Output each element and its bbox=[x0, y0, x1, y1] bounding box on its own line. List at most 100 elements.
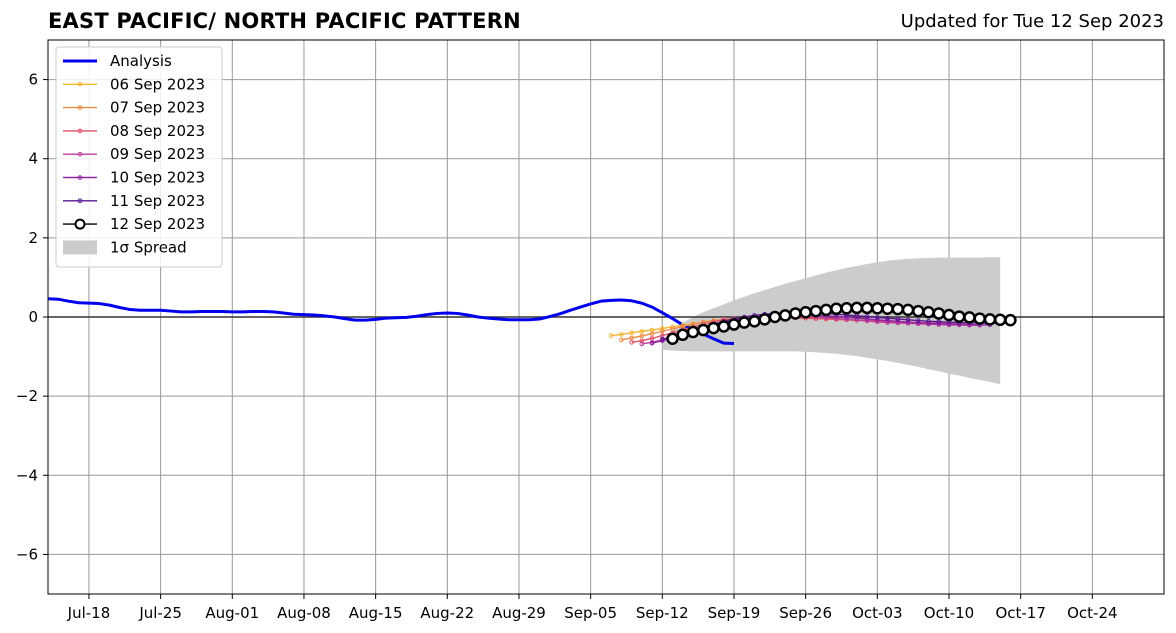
legend-handle-marker bbox=[77, 151, 83, 157]
forecast-point bbox=[932, 307, 946, 320]
y-tick-label: 6 bbox=[28, 71, 38, 89]
forecast-point bbox=[875, 315, 880, 320]
forecast-point bbox=[619, 332, 624, 337]
forecast-point bbox=[660, 326, 665, 331]
spread-area bbox=[662, 257, 1001, 385]
legend-handle-marker bbox=[77, 105, 83, 110]
x-tick-label: Oct-10 bbox=[924, 604, 974, 622]
forecast-line-6 bbox=[662, 311, 1001, 340]
forecast-point bbox=[922, 306, 935, 319]
legend-handle-marker bbox=[77, 198, 83, 204]
x-tick-label: Jul-25 bbox=[138, 604, 182, 622]
updated-label: Updated for Tue 12 Sep 2023 bbox=[900, 11, 1164, 32]
forecast-point bbox=[629, 340, 634, 345]
legend-box bbox=[55, 46, 223, 268]
forecast-point bbox=[983, 313, 997, 326]
legend-handle-marker bbox=[77, 82, 83, 87]
forecast-point bbox=[697, 323, 710, 337]
forecast-point bbox=[912, 304, 925, 318]
forecast-point bbox=[629, 330, 634, 336]
forecast-point bbox=[768, 310, 782, 324]
forecast-point bbox=[993, 313, 1007, 327]
x-tick-label: Aug-08 bbox=[277, 604, 331, 622]
forecast-point bbox=[952, 310, 966, 323]
forecast-point bbox=[799, 306, 812, 319]
forecast-point bbox=[758, 313, 771, 326]
forecast-point bbox=[864, 314, 870, 319]
forecast-point bbox=[686, 325, 700, 339]
legend-label: 1σ Spread bbox=[110, 238, 187, 256]
x-tick-label: Oct-24 bbox=[1067, 604, 1117, 622]
forecast-point bbox=[707, 321, 720, 335]
forecast-point bbox=[905, 317, 911, 323]
forecast-point bbox=[778, 309, 792, 322]
forecast-point bbox=[676, 328, 690, 342]
legend-label: Analysis bbox=[110, 52, 172, 70]
x-tick-label: Aug-29 bbox=[492, 604, 546, 622]
x-tick-label: Aug-15 bbox=[349, 604, 403, 622]
forecast-point bbox=[727, 318, 741, 331]
x-tick-label: Oct-17 bbox=[995, 604, 1045, 622]
y-tick-label: −4 bbox=[16, 466, 38, 484]
x-tick-label: Jul-18 bbox=[67, 604, 111, 622]
x-tick-label: Sep-12 bbox=[636, 604, 689, 622]
forecast-point bbox=[871, 302, 884, 315]
legend-label: 06 Sep 2023 bbox=[110, 75, 205, 93]
x-tick-label: Oct-03 bbox=[852, 604, 902, 622]
forecast-point bbox=[936, 319, 942, 325]
legend: Analysis 06 Sep 2023 07 Sep 2023 08 Sep 202… bbox=[55, 46, 223, 268]
forecast-point bbox=[819, 303, 833, 317]
x-tick-label: Sep-19 bbox=[708, 604, 761, 622]
forecast-point bbox=[717, 320, 730, 333]
x-tick-label: Aug-01 bbox=[205, 604, 259, 622]
x-tick-label: Sep-05 bbox=[564, 604, 617, 622]
forecast-point bbox=[608, 333, 614, 338]
forecast-point bbox=[639, 333, 645, 339]
legend-handle-marker bbox=[77, 175, 83, 180]
y-tick-label: 0 bbox=[28, 308, 38, 326]
x-tick-label: Aug-22 bbox=[420, 604, 474, 622]
legend-handle-marker bbox=[74, 218, 86, 230]
legend-handle-marker bbox=[77, 128, 83, 134]
legend-label: 10 Sep 2023 bbox=[110, 169, 205, 187]
forecast-point bbox=[737, 316, 751, 329]
forecast-point bbox=[748, 315, 761, 328]
forecast-point bbox=[649, 331, 655, 336]
y-tick-label: 4 bbox=[28, 150, 38, 168]
x-tick-label: Sep-26 bbox=[779, 604, 832, 622]
legend-label: 08 Sep 2023 bbox=[110, 122, 205, 140]
legend-label: 12 Sep 2023 bbox=[110, 215, 205, 233]
forecast-point bbox=[926, 319, 931, 324]
y-tick-label: 2 bbox=[28, 229, 38, 247]
forecast-point bbox=[963, 311, 976, 324]
y-tick-label: −2 bbox=[16, 387, 38, 405]
forecast-point bbox=[891, 302, 905, 316]
forecast-point bbox=[660, 336, 665, 342]
forecast-point bbox=[639, 328, 645, 334]
forecast-point bbox=[629, 335, 634, 341]
legend-label: 11 Sep 2023 bbox=[110, 192, 205, 210]
analysis-line bbox=[47, 297, 735, 346]
forecast-point bbox=[809, 304, 823, 318]
forecast-point bbox=[619, 337, 624, 343]
legend-label: 09 Sep 2023 bbox=[110, 145, 205, 163]
forecast-point bbox=[660, 328, 665, 334]
forecast-point bbox=[860, 301, 874, 315]
forecast-point bbox=[840, 302, 853, 315]
forecast-point bbox=[885, 315, 890, 321]
forecast-point bbox=[789, 307, 802, 320]
plot-frame bbox=[47, 39, 1165, 595]
axes: Jul-18 Jul-25 Aug-01 Aug-08 Aug-15 Aug-22 Aug-… bbox=[16, 39, 1165, 622]
forecast-point bbox=[973, 312, 986, 325]
forecast-point bbox=[666, 332, 679, 346]
spread-band bbox=[662, 257, 1001, 385]
y-tick-label: −6 bbox=[16, 545, 38, 563]
forecast-point bbox=[895, 316, 901, 322]
forecast-point bbox=[850, 301, 864, 315]
forecast-point bbox=[1004, 313, 1017, 327]
forecast-point bbox=[639, 341, 645, 347]
forecast-point bbox=[942, 308, 956, 322]
forecast-point bbox=[649, 340, 655, 346]
chart-title: EAST PACIFIC/ NORTH PACIFIC PATTERN bbox=[48, 9, 521, 33]
